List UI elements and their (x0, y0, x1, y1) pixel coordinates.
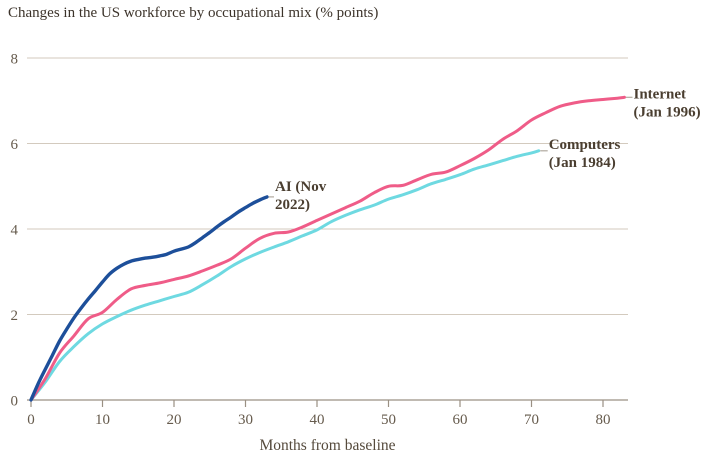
x-tick-label-70: 70 (524, 412, 539, 428)
y-tick-label-2: 2 (11, 308, 19, 324)
x-tick-label-20: 20 (167, 412, 182, 428)
x-tick-label-50: 50 (381, 412, 396, 428)
series-line-internet (29, 95, 626, 402)
series-label-computers: Computers (Jan 1984) (549, 137, 621, 171)
series-label-internet: Internet (Jan 1996) (634, 86, 701, 120)
y-tick-label-6: 6 (11, 137, 19, 153)
x-axis-title: Months from baseline (259, 437, 395, 454)
y-tick-label-4: 4 (11, 223, 19, 239)
y-tick-label-8: 8 (11, 52, 19, 68)
x-tick-label-40: 40 (310, 412, 325, 428)
x-tick-label-60: 60 (453, 412, 468, 428)
chart-title: Changes in the US workforce by occupatio… (8, 5, 379, 21)
y-tick-label-0: 0 (11, 394, 19, 410)
series-line-ai (29, 195, 269, 402)
series-line-computers (29, 149, 541, 402)
series-label-ai: AI (Nov 2022) (275, 179, 327, 213)
x-tick-label-80: 80 (596, 412, 611, 428)
x-tick-label-30: 30 (238, 412, 253, 428)
x-tick-label-10: 10 (95, 412, 110, 428)
x-tick-label-0: 0 (27, 412, 35, 428)
